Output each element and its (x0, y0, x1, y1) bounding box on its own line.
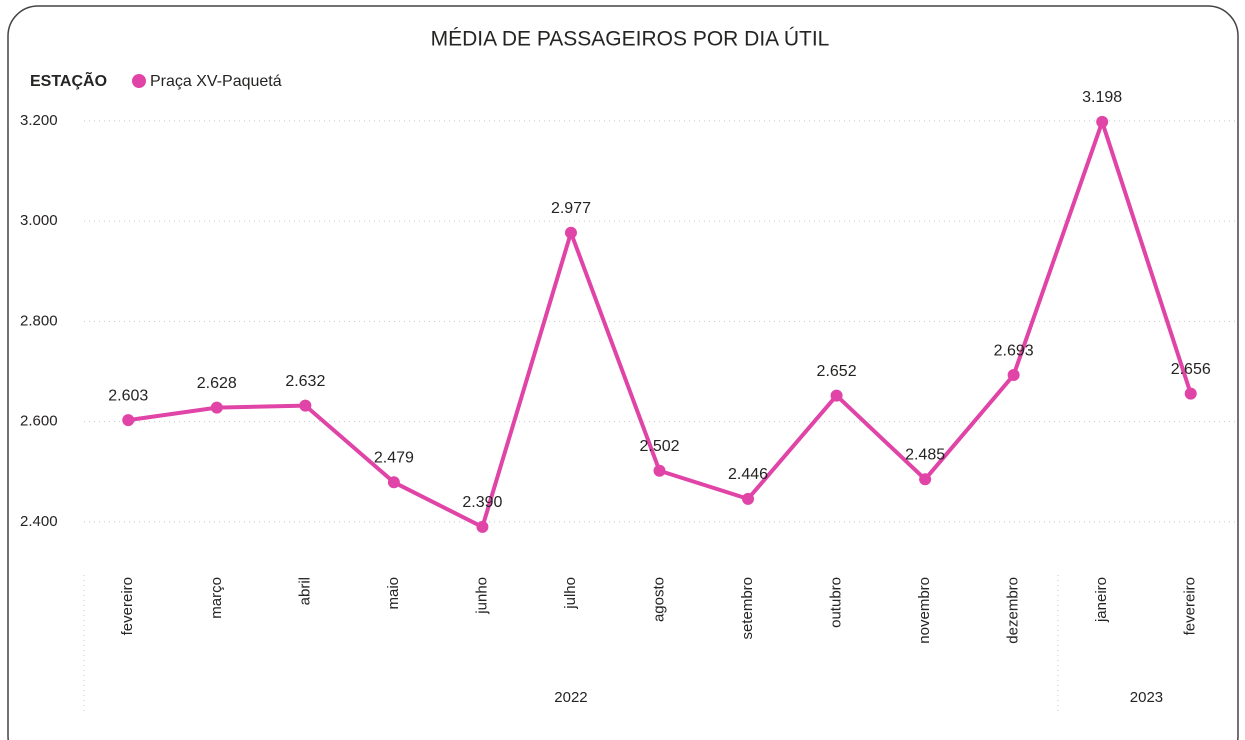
chart-title: MÉDIA DE PASSAGEIROS POR DIA ÚTIL (431, 28, 830, 51)
data-label: 2.632 (285, 373, 325, 390)
point (919, 473, 932, 486)
point (830, 389, 843, 402)
x-tick-label: outubro (828, 577, 845, 628)
data-label: 2.656 (1171, 361, 1211, 378)
point (653, 464, 666, 477)
data-label: 2.603 (108, 387, 148, 404)
point (299, 399, 312, 412)
x-group-label: 2022 (554, 689, 587, 706)
point (1184, 387, 1197, 400)
data-label: 3.198 (1082, 89, 1122, 106)
y-tick-label: 3.000 (20, 212, 58, 229)
x-tick-label: março (208, 577, 225, 619)
data-label: 2.977 (551, 200, 591, 217)
x-tick-label: maio (385, 577, 402, 610)
x-tick-label: abril (296, 577, 313, 605)
data-label: 2.652 (817, 363, 857, 380)
data-label: 2.628 (197, 375, 237, 392)
y-tick-label: 3.200 (20, 112, 58, 129)
x-tick-label: janeiro (1093, 577, 1110, 623)
data-label: 2.479 (374, 450, 414, 467)
x-tick-label: fevereiro (1182, 577, 1199, 635)
x-tick-label: julho (562, 577, 579, 610)
x-tick-label: junho (473, 577, 490, 615)
legend-marker (132, 74, 146, 88)
point (1007, 369, 1020, 382)
data-label: 2.390 (462, 494, 502, 511)
data-label: 2.446 (728, 466, 768, 483)
y-tick-label: 2.400 (20, 513, 58, 530)
point (122, 414, 135, 427)
y-tick-label: 2.600 (20, 413, 58, 430)
x-tick-label: novembro (916, 577, 933, 644)
point (1096, 115, 1109, 128)
legend-label: Praça XV-Paquetá (150, 73, 282, 90)
data-label: 2.485 (905, 447, 945, 464)
x-tick-label: setembro (739, 577, 756, 640)
x-tick-label: agosto (650, 577, 667, 622)
point (387, 476, 400, 489)
x-tick-label: fevereiro (119, 577, 136, 635)
point (742, 492, 755, 505)
data-label: 2.502 (639, 438, 679, 455)
data-label: 2.693 (994, 342, 1034, 359)
x-group-label: 2023 (1130, 689, 1163, 706)
y-tick-label: 2.800 (20, 312, 58, 329)
x-tick-label: dezembro (1005, 577, 1022, 644)
point (564, 226, 577, 239)
point (476, 520, 489, 533)
point (210, 401, 223, 414)
legend-title: ESTAÇÃO (30, 70, 107, 90)
